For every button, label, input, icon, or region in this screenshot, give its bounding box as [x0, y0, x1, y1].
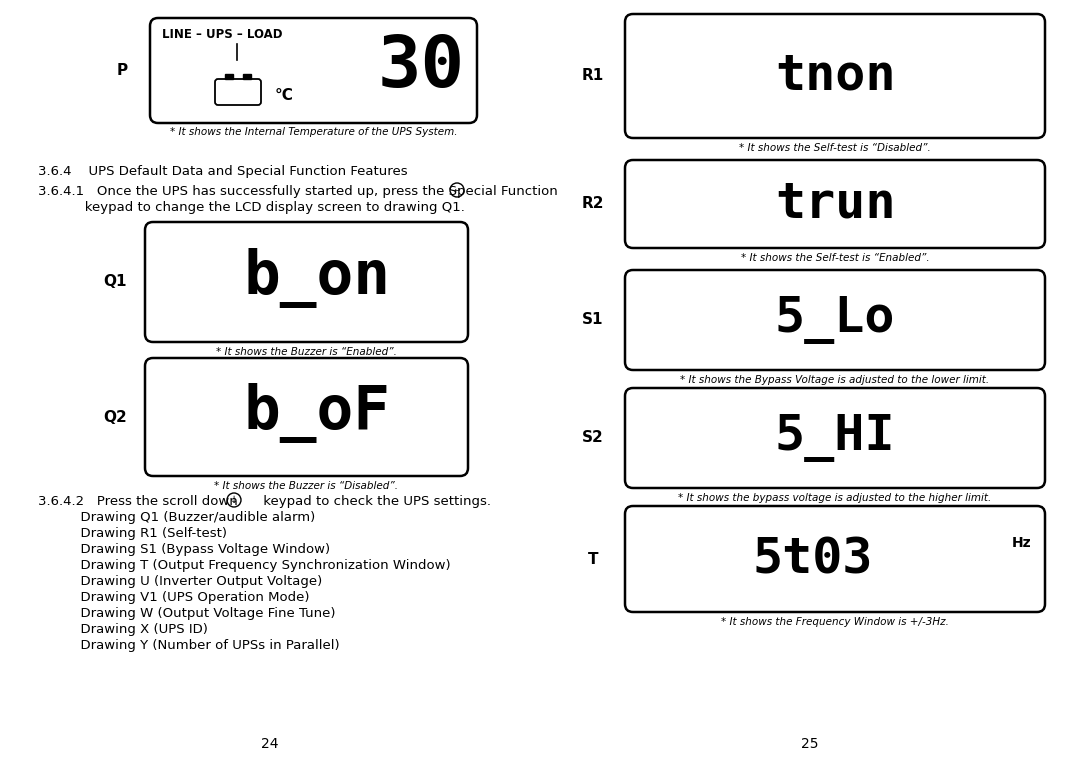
Text: 3.6.4.1   Once the UPS has successfully started up, press the Special Function: 3.6.4.1 Once the UPS has successfully st…: [38, 185, 557, 198]
Text: 30: 30: [378, 33, 465, 102]
Text: 3.6.4.2   Press the scroll down      keypad to check the UPS settings.: 3.6.4.2 Press the scroll down keypad to …: [38, 495, 491, 508]
FancyBboxPatch shape: [625, 506, 1045, 612]
Circle shape: [227, 493, 241, 507]
Text: Drawing T (Output Frequency Synchronization Window): Drawing T (Output Frequency Synchronizat…: [38, 559, 450, 572]
Text: * It shows the Internal Temperature of the UPS System.: * It shows the Internal Temperature of t…: [170, 127, 457, 137]
Text: R1: R1: [582, 69, 604, 83]
Text: 25: 25: [801, 737, 819, 751]
Text: * It shows the Buzzer is “Disabled”.: * It shows the Buzzer is “Disabled”.: [215, 481, 399, 491]
Text: trun: trun: [774, 180, 895, 228]
Text: Drawing Q1 (Buzzer/audible alarm): Drawing Q1 (Buzzer/audible alarm): [38, 511, 315, 524]
Text: tnon: tnon: [774, 52, 895, 100]
Bar: [243, 74, 251, 79]
Text: R2: R2: [582, 197, 604, 211]
Text: Drawing X (UPS ID): Drawing X (UPS ID): [38, 623, 207, 636]
Text: 3.6.4    UPS Default Data and Special Function Features: 3.6.4 UPS Default Data and Special Funct…: [38, 165, 407, 178]
Text: * It shows the bypass voltage is adjusted to the higher limit.: * It shows the bypass voltage is adjuste…: [678, 493, 991, 503]
Text: S1: S1: [582, 313, 604, 327]
Text: Drawing Y (Number of UPSs in Parallel): Drawing Y (Number of UPSs in Parallel): [38, 639, 339, 652]
Text: 5_HI: 5_HI: [774, 414, 895, 462]
Text: * It shows the Bypass Voltage is adjusted to the lower limit.: * It shows the Bypass Voltage is adjuste…: [680, 375, 989, 385]
Text: Drawing W (Output Voltage Fine Tune): Drawing W (Output Voltage Fine Tune): [38, 607, 336, 620]
Text: Q2: Q2: [103, 410, 126, 424]
Text: b_oF: b_oF: [243, 383, 390, 443]
FancyBboxPatch shape: [145, 222, 468, 342]
FancyBboxPatch shape: [625, 270, 1045, 370]
FancyBboxPatch shape: [145, 358, 468, 476]
Text: S2: S2: [582, 430, 604, 446]
Circle shape: [450, 183, 464, 197]
Text: Q1: Q1: [104, 275, 126, 289]
FancyBboxPatch shape: [215, 79, 261, 105]
Text: ↓: ↓: [230, 495, 238, 505]
Text: * It shows the Self-test is “Enabled”.: * It shows the Self-test is “Enabled”.: [741, 253, 929, 263]
FancyBboxPatch shape: [625, 388, 1045, 488]
FancyBboxPatch shape: [625, 14, 1045, 138]
Text: T: T: [588, 552, 598, 566]
Text: ↵: ↵: [454, 185, 460, 195]
Text: Drawing U (Inverter Output Voltage): Drawing U (Inverter Output Voltage): [38, 575, 322, 588]
Text: °C: °C: [275, 88, 294, 102]
Text: LINE – UPS – LOAD: LINE – UPS – LOAD: [162, 28, 283, 41]
Text: Drawing R1 (Self-test): Drawing R1 (Self-test): [38, 527, 227, 540]
Text: 24: 24: [261, 737, 279, 751]
FancyBboxPatch shape: [150, 18, 477, 123]
Text: Drawing S1 (Bypass Voltage Window): Drawing S1 (Bypass Voltage Window): [38, 543, 330, 556]
Text: Hz: Hz: [1011, 536, 1031, 550]
Text: Drawing V1 (UPS Operation Mode): Drawing V1 (UPS Operation Mode): [38, 591, 310, 604]
Bar: [225, 74, 233, 79]
Text: keypad to change the LCD display screen to drawing Q1.: keypad to change the LCD display screen …: [38, 201, 464, 214]
Text: * It shows the Buzzer is “Enabled”.: * It shows the Buzzer is “Enabled”.: [216, 347, 397, 357]
Text: * It shows the Frequency Window is +/-3Hz.: * It shows the Frequency Window is +/-3H…: [721, 617, 949, 627]
Text: 5_Lo: 5_Lo: [774, 296, 895, 344]
Text: 5t03: 5t03: [753, 535, 874, 583]
FancyBboxPatch shape: [625, 160, 1045, 248]
Text: b_on: b_on: [243, 248, 390, 308]
Text: P: P: [117, 63, 127, 78]
Text: * It shows the Self-test is “Disabled”.: * It shows the Self-test is “Disabled”.: [739, 143, 931, 153]
